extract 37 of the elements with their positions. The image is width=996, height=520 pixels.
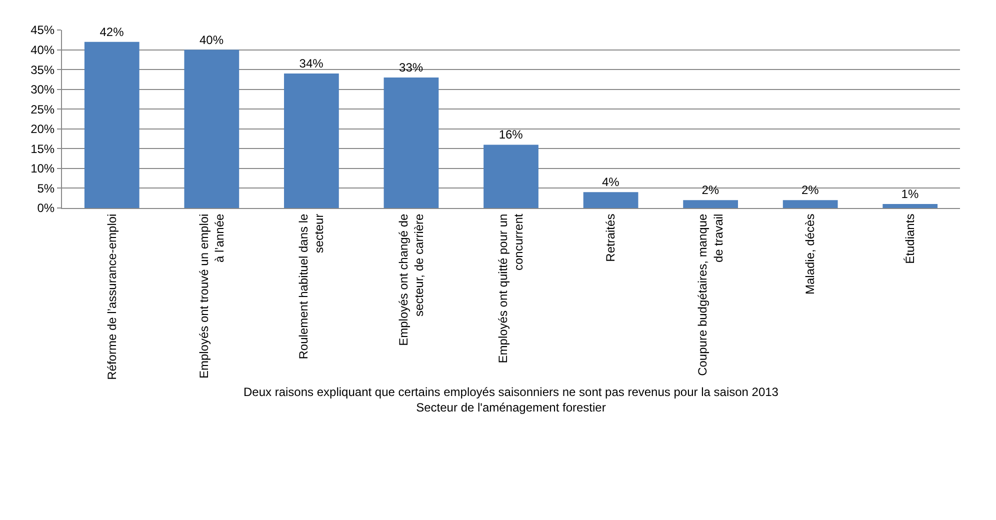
- y-tick-label: 40%: [30, 42, 55, 57]
- y-tick-label: 30%: [30, 82, 55, 97]
- data-label: 16%: [498, 128, 524, 142]
- data-label: 33%: [399, 60, 424, 74]
- bar: [184, 50, 240, 208]
- data-label: 2%: [702, 183, 720, 198]
- bar: [683, 200, 738, 208]
- x-tick-label: Étudiants: [903, 214, 918, 264]
- data-label: 4%: [602, 175, 620, 190]
- x-tick-label: Roulement habituel dans le secteur: [296, 213, 326, 360]
- y-tick-label: 0%: [37, 201, 55, 216]
- x-tick-label: Réforme de l’assurance-emploi: [104, 214, 119, 380]
- x-tick-label: Maladie, décès: [803, 214, 818, 295]
- data-label: 1%: [901, 187, 919, 202]
- x-tick-label: Coupure budgétaires, manque de travail: [696, 213, 726, 376]
- bar: [384, 77, 439, 208]
- bar: [882, 204, 938, 208]
- y-tick-label: 25%: [30, 102, 55, 116]
- y-tick-label: 45%: [30, 23, 55, 38]
- y-tick-label: 10%: [30, 162, 55, 176]
- x-tick-label: Retraités: [604, 214, 618, 262]
- bar: [484, 144, 538, 208]
- bar: [782, 200, 838, 208]
- bar: [583, 192, 638, 208]
- data-label: 40%: [199, 32, 224, 47]
- y-tick-label: 5%: [37, 181, 55, 196]
- x-tick-label: Employés ont trouvé un emploi à l’année: [196, 213, 226, 379]
- x-tick-label: Employés ont quitté pour un concurrent: [496, 213, 526, 364]
- y-tick-label: 35%: [30, 62, 55, 77]
- data-label: 34%: [299, 56, 324, 71]
- x-axis-title: Deux raisons expliquant que certains employés saisonniers ne sont pas revenus pour la saison 2013 Secteur de l'aménagement forestier: [244, 384, 779, 414]
- y-tick-label: 15%: [30, 142, 55, 156]
- bar: [84, 42, 140, 208]
- y-tick-label: 20%: [30, 122, 55, 136]
- bar: [284, 74, 339, 208]
- data-label: 2%: [801, 183, 820, 198]
- data-label: 42%: [100, 24, 124, 39]
